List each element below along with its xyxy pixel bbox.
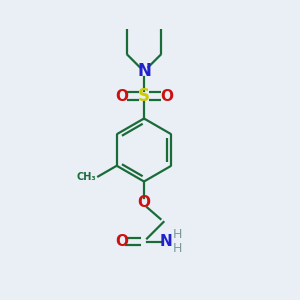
Text: O: O xyxy=(160,88,173,104)
Text: N: N xyxy=(160,234,173,249)
Text: S: S xyxy=(138,87,150,105)
Text: H: H xyxy=(173,242,183,255)
Text: CH₃: CH₃ xyxy=(76,172,96,182)
Text: O: O xyxy=(137,195,151,210)
Text: H: H xyxy=(173,228,183,242)
Text: O: O xyxy=(115,234,128,249)
Text: N: N xyxy=(137,62,151,80)
Text: O: O xyxy=(115,88,128,104)
